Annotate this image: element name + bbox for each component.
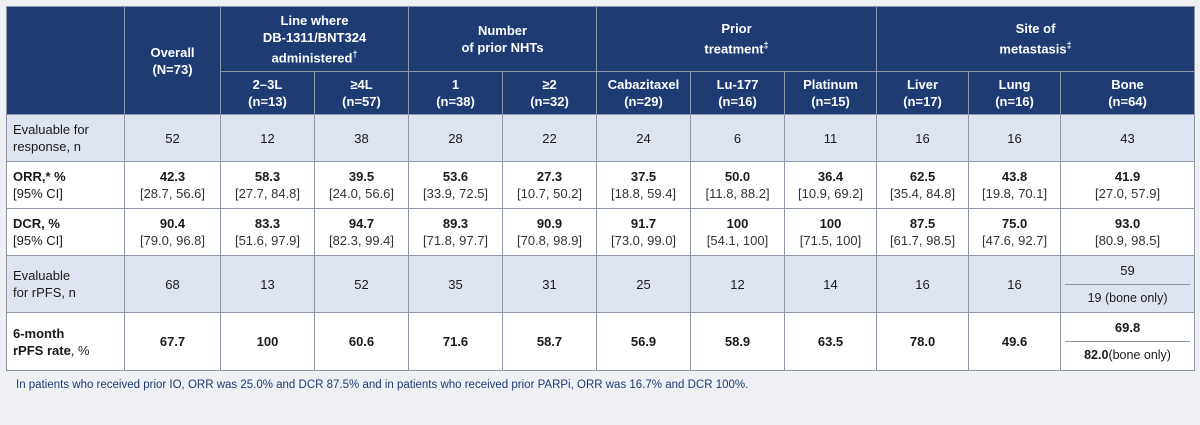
cell: 71.6 <box>408 312 504 371</box>
header-sub-nht-2: ≥2 (n=32) <box>502 71 598 115</box>
row-label: Evaluable for rPFS, n <box>6 255 125 313</box>
results-table-container: Overall (N=73) Line where DB-1311/BNT324… <box>6 6 1196 391</box>
row-label: ORR,* % [95% CI] <box>6 161 125 209</box>
cell: 58.9 <box>690 312 786 371</box>
cell: 41.9 [27.0, 57.9] <box>1060 161 1196 209</box>
row-label: 6-month rPFS rate, % <box>6 312 125 371</box>
header-sub-2-3l: 2–3L (n=13) <box>220 71 315 115</box>
row-label: DCR, % [95% CI] <box>6 208 125 256</box>
cell: 12 <box>220 114 315 162</box>
cell: 67.7 <box>124 312 221 371</box>
cell: 50.0 [11.8, 88.2] <box>690 161 786 209</box>
cell: 63.5 <box>784 312 878 371</box>
cell: 91.7 [73.0, 99.0] <box>596 208 692 256</box>
cell: 38 <box>313 114 410 162</box>
cell-bone-split: 69.8 82.0 (bone only) <box>1060 312 1196 371</box>
header-sub-liver: Liver (n=17) <box>876 71 970 115</box>
header-group-line: Line where DB-1311/BNT324 administered† <box>219 6 410 72</box>
header-sub-lu177: Lu-177 (n=16) <box>690 71 786 115</box>
row-6month-rpfs: 6-month rPFS rate, % 67.7 100 60.6 71.6 … <box>6 312 1196 371</box>
cell: 56.9 <box>596 312 692 371</box>
cell: 16 <box>968 255 1062 313</box>
cell: 43.8 [19.8, 70.1] <box>968 161 1062 209</box>
header-sub-nht-1: 1 (n=38) <box>408 71 504 115</box>
cell: 31 <box>502 255 598 313</box>
bone-only-value: 82.0 (bone only) <box>1065 341 1191 369</box>
cell: 13 <box>220 255 315 313</box>
cell: 90.9 [70.8, 98.9] <box>502 208 598 256</box>
cell: 37.5 [18.8, 59.4] <box>596 161 692 209</box>
cell: 24 <box>596 114 692 162</box>
cell: 78.0 <box>876 312 970 371</box>
cell: 28 <box>408 114 504 162</box>
results-table: Overall (N=73) Line where DB-1311/BNT324… <box>6 6 1196 371</box>
header-overall: Overall (N=73) <box>124 6 221 115</box>
cell: 22 <box>502 114 598 162</box>
cell: 52 <box>124 114 221 162</box>
cell: 6 <box>690 114 786 162</box>
cell: 58.3 [27.7, 84.8] <box>220 161 315 209</box>
cell: 100 [71.5, 100] <box>784 208 878 256</box>
cell: 94.7 [82.3, 99.4] <box>313 208 410 256</box>
cell: 27.3 [10.7, 50.2] <box>502 161 598 209</box>
row-label: Evaluable for response, n <box>6 114 125 162</box>
cell: 52 <box>313 255 410 313</box>
cell: 100 [54.1, 100] <box>690 208 786 256</box>
header-sub-bone: Bone (n=64) <box>1060 71 1196 115</box>
cell: 16 <box>876 114 970 162</box>
cell: 42.3 [28.7, 56.6] <box>124 161 221 209</box>
header-sub-4l: ≥4L (n=57) <box>313 71 410 115</box>
row-orr: ORR,* % [95% CI] 42.3 [28.7, 56.6] 58.3 [2… <box>6 161 1196 209</box>
cell: 83.3 [51.6, 97.9] <box>220 208 315 256</box>
cell: 35 <box>408 255 504 313</box>
header-group-metastasis: Site of metastasis‡ <box>876 6 1196 72</box>
cell: 75.0 [47.6, 92.7] <box>968 208 1062 256</box>
header-sub-cabazitaxel: Cabazitaxel (n=29) <box>596 71 692 115</box>
cell: 43 <box>1060 114 1196 162</box>
cell: 53.6 [33.9, 72.5] <box>408 161 504 209</box>
row-evaluable-rpfs: Evaluable for rPFS, n 68 13 52 35 31 25 … <box>6 255 1196 313</box>
header-sub-platinum: Platinum (n=15) <box>784 71 878 115</box>
cell: 89.3 [71.8, 97.7] <box>408 208 504 256</box>
cell: 100 <box>220 312 315 371</box>
cell: 12 <box>690 255 786 313</box>
cell: 36.4 [10.9, 69.2] <box>784 161 878 209</box>
cell: 16 <box>876 255 970 313</box>
header-corner <box>6 6 125 115</box>
cell: 58.7 <box>502 312 598 371</box>
header-sub-lung: Lung (n=16) <box>968 71 1062 115</box>
bone-all-value: 59 <box>1120 262 1135 278</box>
cell: 16 <box>968 114 1062 162</box>
cell: 14 <box>784 255 878 313</box>
cell: 87.5 [61.7, 98.5] <box>876 208 970 256</box>
cell: 39.5 [24.0, 56.6] <box>313 161 410 209</box>
cell: 11 <box>784 114 878 162</box>
row-dcr: DCR, % [95% CI] 90.4 [79.0, 96.8] 83.3 [51… <box>6 208 1196 256</box>
bone-only-value: 19 (bone only) <box>1065 283 1191 312</box>
header-row-subgroups: 2–3L (n=13) ≥4L (n=57) 1 (n=38) ≥2 (n=32) Ca… <box>7 71 1196 115</box>
cell: 25 <box>596 255 692 313</box>
cell: 49.6 <box>968 312 1062 371</box>
header-row-groups: Overall (N=73) Line where DB-1311/BNT324… <box>6 6 1196 115</box>
cell-bone-split: 59 19 (bone only) <box>1060 255 1196 313</box>
bone-all-value: 69.8 <box>1114 320 1141 335</box>
cell: 93.0 [80.9, 98.5] <box>1060 208 1196 256</box>
footnote: In patients who received prior IO, ORR w… <box>16 379 749 391</box>
row-evaluable-response: Evaluable for response, n 52 12 38 28 22… <box>6 114 1196 162</box>
cell: 90.4 [79.0, 96.8] <box>124 208 221 256</box>
header-group-prior-treatment: Prior treatment‡ <box>596 6 878 72</box>
cell: 68 <box>124 255 221 313</box>
cell: 60.6 <box>313 312 410 371</box>
cell: 62.5 [35.4, 84.8] <box>876 161 970 209</box>
header-group-nhts: Number of prior NHTs <box>408 6 598 72</box>
